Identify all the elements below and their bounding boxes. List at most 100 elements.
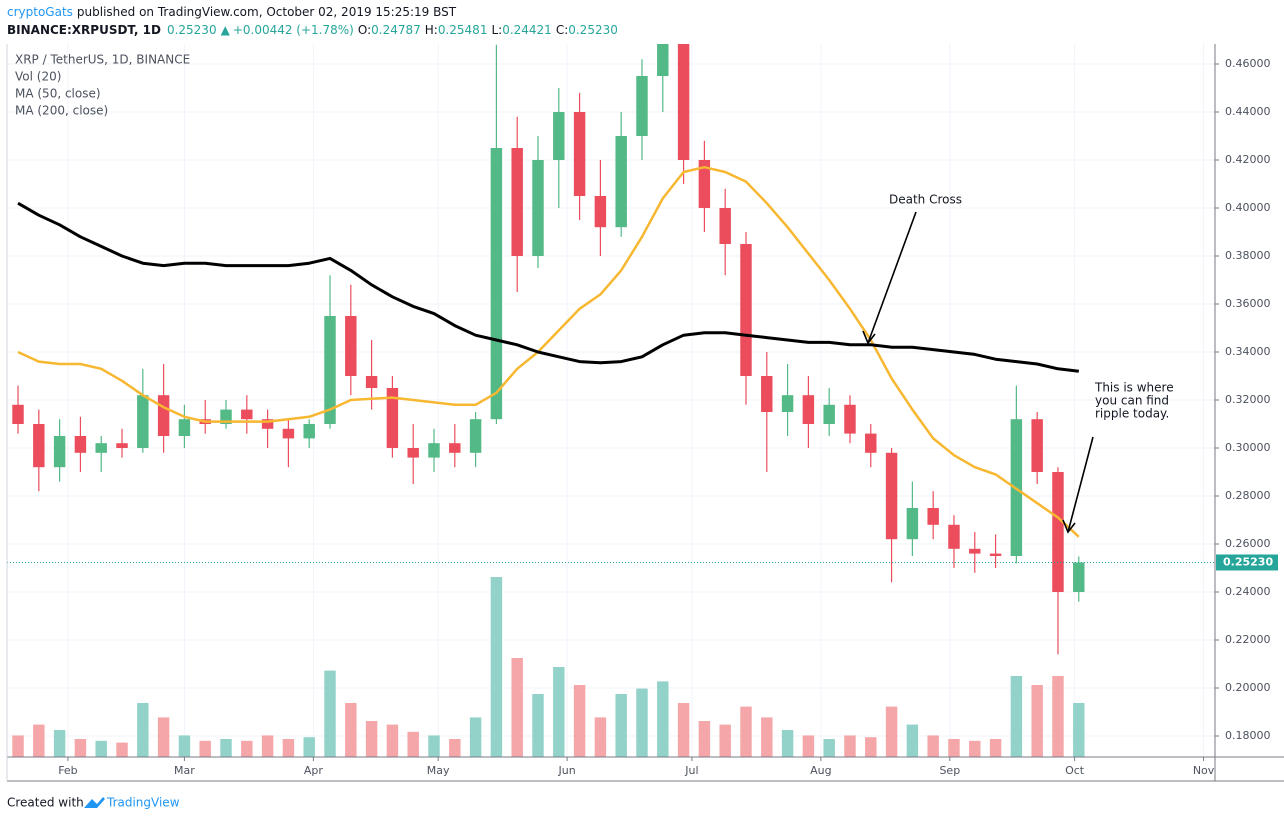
x-tick-label: Jul bbox=[684, 764, 698, 777]
volume-bar bbox=[657, 681, 669, 757]
candle-body bbox=[802, 395, 815, 424]
volume-bar bbox=[781, 730, 794, 757]
ohlc-value: 0.25230 bbox=[568, 23, 618, 37]
x-tick-label: Oct bbox=[1065, 764, 1085, 777]
candle-body bbox=[12, 404, 24, 424]
volume-bar bbox=[553, 667, 565, 757]
header-line-1: cryptoGats published on TradingView.com, … bbox=[7, 5, 457, 19]
candle-body bbox=[53, 435, 66, 468]
volume-bar bbox=[1010, 676, 1023, 757]
candle-body bbox=[573, 111, 586, 196]
x-tick-label: Feb bbox=[58, 764, 77, 777]
candle-body bbox=[324, 315, 336, 424]
x-tick-label: Jun bbox=[558, 764, 576, 777]
candle-body bbox=[407, 447, 419, 458]
candle-body bbox=[615, 135, 627, 228]
candle-body bbox=[823, 404, 835, 424]
volume-bar bbox=[95, 740, 107, 757]
candle-body bbox=[719, 207, 731, 244]
candle-body bbox=[137, 395, 149, 448]
volume-bar bbox=[345, 703, 357, 757]
legend-title: XRP / TetherUS, 1D, BINANCE bbox=[15, 53, 190, 67]
candle-body bbox=[511, 147, 523, 256]
arrow bbox=[867, 211, 917, 344]
change: +0.00442 (+1.78%) bbox=[233, 23, 354, 37]
candle-body bbox=[345, 315, 357, 376]
volume-bar bbox=[220, 739, 232, 757]
x-tick-label: Mar bbox=[174, 764, 195, 777]
volume-layer bbox=[12, 577, 1085, 757]
volume-bar bbox=[823, 739, 835, 757]
y-tick-label: 0.28000 bbox=[1225, 489, 1271, 502]
last-price: 0.25230 bbox=[167, 23, 217, 37]
volume-bar bbox=[386, 724, 399, 757]
ohlc-key: C: bbox=[556, 23, 568, 37]
y-tick-label: 0.22000 bbox=[1225, 633, 1271, 646]
volume-bar bbox=[719, 724, 731, 757]
candle-body bbox=[303, 423, 315, 439]
volume-bar bbox=[802, 735, 815, 757]
y-tick-label: 0.42000 bbox=[1225, 153, 1271, 166]
volume-bar bbox=[469, 717, 482, 757]
logo bbox=[84, 797, 105, 808]
candle-body bbox=[927, 507, 939, 525]
y-tick-label: 0.24000 bbox=[1225, 585, 1271, 598]
volume-bar bbox=[241, 740, 253, 757]
volume-bar bbox=[428, 735, 440, 757]
candle-body bbox=[33, 423, 45, 468]
annotation: This is where bbox=[1094, 381, 1174, 395]
candle-body bbox=[677, 44, 690, 160]
y-tick-label: 0.20000 bbox=[1225, 681, 1271, 694]
volume-bar bbox=[53, 730, 66, 757]
volume-bar bbox=[282, 739, 295, 757]
volume-bar bbox=[885, 706, 898, 757]
ohlc-key: H: bbox=[425, 23, 438, 37]
author: cryptoGats bbox=[7, 5, 73, 19]
candle-body bbox=[553, 111, 565, 160]
candle-body bbox=[989, 553, 1002, 556]
y-tick-label: 0.44000 bbox=[1225, 105, 1271, 118]
candle-body bbox=[1073, 562, 1085, 592]
ohlc-value: 0.24421 bbox=[502, 23, 552, 37]
candle-body bbox=[532, 159, 544, 256]
y-tick-label: 0.36000 bbox=[1225, 297, 1271, 310]
candle-body bbox=[844, 404, 856, 434]
y-tick-label: 0.26000 bbox=[1225, 537, 1271, 550]
annotation: Death Cross bbox=[889, 193, 962, 207]
arrow: ▲ bbox=[221, 23, 231, 37]
candle-body bbox=[428, 443, 440, 458]
footer-text: Created with bbox=[7, 796, 84, 810]
annotation: you can find bbox=[1095, 394, 1169, 408]
overlay: 0.18000 0.20000 0.22000 0.24000 0.26000 0.280… bbox=[7, 57, 1278, 777]
ohlc-value: 0.25481 bbox=[438, 23, 488, 37]
volume-bar bbox=[407, 731, 419, 757]
candle-body bbox=[636, 75, 648, 136]
header-line-2: BINANCE:XRPUSDT, 1D 0.25230 ▲ +0.00442 (+1.… bbox=[7, 23, 618, 37]
volume-bar bbox=[761, 717, 773, 757]
volume-bar bbox=[1052, 676, 1064, 757]
volume-bar bbox=[511, 658, 523, 757]
candle-body bbox=[449, 443, 461, 453]
volume-bar bbox=[906, 724, 919, 757]
volume-bar bbox=[989, 739, 1002, 757]
x-tick-label: Apr bbox=[304, 764, 324, 777]
volume-bar bbox=[698, 721, 711, 757]
candle-body bbox=[469, 419, 482, 453]
price-label: 0.25230 bbox=[1223, 555, 1273, 568]
volume-bar bbox=[636, 688, 648, 757]
volume-bar bbox=[365, 721, 378, 757]
annotation: ripple today. bbox=[1095, 407, 1169, 421]
indicator-layer bbox=[17, 165, 1080, 538]
footer-brand[interactable]: TradingView bbox=[106, 796, 180, 810]
volume-bar bbox=[33, 724, 45, 757]
volume-bar bbox=[969, 740, 981, 757]
candle-body bbox=[885, 452, 898, 540]
y-tick-label: 0.38000 bbox=[1225, 249, 1271, 262]
moving-average bbox=[17, 165, 1080, 538]
x-tick-label: Aug bbox=[810, 764, 831, 777]
candle-body bbox=[698, 159, 711, 208]
candle-body bbox=[865, 433, 877, 453]
ohlc-key: L: bbox=[491, 23, 502, 37]
published: published on TradingView.com, October 02… bbox=[77, 5, 457, 19]
